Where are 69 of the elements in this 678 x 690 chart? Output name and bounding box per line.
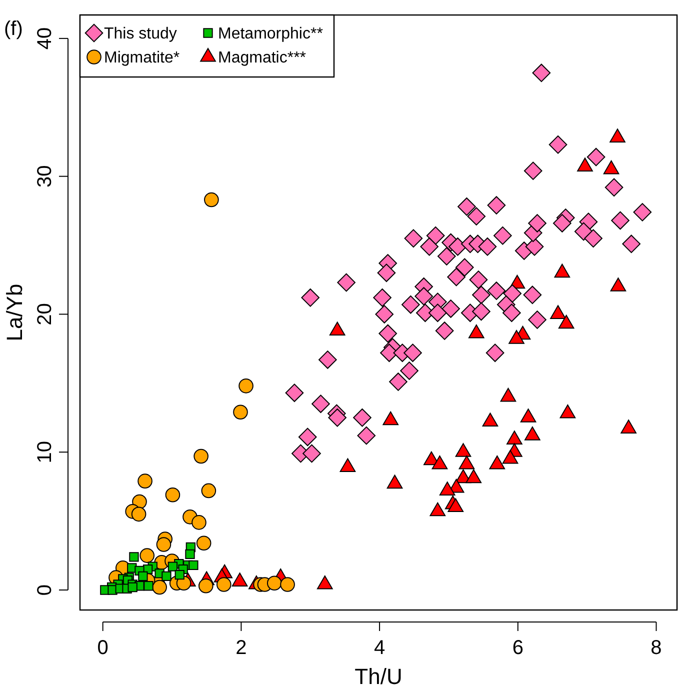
point [603, 160, 620, 174]
point [188, 560, 198, 570]
legend-label: This study [104, 26, 177, 43]
x-tick-label: 0 [97, 637, 108, 659]
y-axis-title: La/Yb [2, 284, 27, 342]
point [198, 578, 214, 594]
point [489, 455, 506, 470]
point [165, 487, 180, 502]
point [455, 443, 472, 457]
point [500, 388, 516, 402]
point [550, 305, 566, 319]
point [466, 469, 482, 484]
point [162, 571, 172, 582]
point [138, 571, 148, 582]
point [560, 404, 576, 418]
point [194, 448, 208, 464]
point [201, 483, 216, 498]
point [468, 324, 484, 338]
y-tick-label: 0 [34, 584, 56, 596]
point [520, 408, 536, 422]
y-tick-label: 10 [34, 440, 56, 464]
point [448, 498, 464, 512]
x-tick-label: 6 [512, 637, 524, 659]
x-tick-label: 4 [374, 637, 386, 659]
point [610, 278, 626, 292]
point [140, 548, 155, 563]
point [129, 552, 139, 562]
point [340, 458, 356, 472]
point [329, 322, 346, 336]
point [174, 570, 184, 580]
point [185, 549, 195, 559]
y-tick-label: 20 [34, 303, 56, 326]
point [156, 537, 172, 552]
point [144, 581, 154, 591]
point [128, 582, 138, 592]
y-tick-label: 30 [34, 165, 56, 188]
point [610, 128, 626, 142]
point [131, 506, 146, 522]
y-tick-label: 40 [34, 27, 56, 50]
point [280, 577, 295, 592]
point [138, 474, 152, 488]
x-tick-label: 8 [650, 637, 662, 659]
point [152, 580, 167, 595]
chart-title: (f) [4, 18, 23, 40]
legend-label: Migmatite* [104, 50, 180, 67]
point [430, 502, 446, 516]
point [216, 577, 232, 592]
point [577, 158, 593, 172]
point [192, 515, 206, 530]
point [386, 474, 403, 489]
point [558, 314, 574, 329]
point [458, 455, 475, 470]
point [620, 420, 636, 434]
point [508, 330, 524, 344]
legend-label: Magmatic*** [218, 50, 306, 67]
point [432, 455, 448, 470]
point [439, 482, 456, 496]
point [502, 450, 518, 464]
point [554, 264, 570, 278]
x-axis-title: Th/U [354, 664, 402, 689]
point [266, 576, 282, 591]
point [382, 411, 399, 426]
x-tick-label: 2 [236, 637, 247, 659]
point [168, 562, 178, 572]
legend-label: Metamorphic** [218, 26, 323, 43]
point [482, 412, 498, 427]
point [506, 430, 522, 444]
point [524, 426, 540, 440]
point [196, 536, 212, 551]
